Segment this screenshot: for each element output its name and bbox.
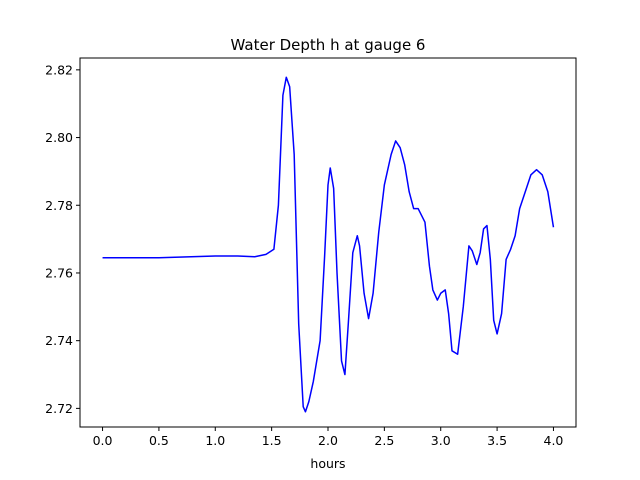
x-tick-label: 4.0 <box>544 433 564 448</box>
x-tick-label: 1.0 <box>205 433 225 448</box>
y-tick-label: 2.76 <box>45 265 73 280</box>
x-tick-label: 3.0 <box>431 433 451 448</box>
ticks-layer: 0.0 0.5 1.0 1.5 2.0 2.5 3.0 3.5 4.0 2.72 2.74 2.76 2… <box>45 62 563 448</box>
x-tick-label: 1.5 <box>262 433 282 448</box>
x-tick-label: 0.0 <box>93 433 113 448</box>
x-tick-label: 0.5 <box>149 433 169 448</box>
y-tick-label: 2.78 <box>45 198 73 213</box>
x-axis-label: hours <box>310 456 345 471</box>
x-tick-label: 3.5 <box>487 433 507 448</box>
y-tick-label: 2.74 <box>45 333 73 348</box>
x-tick-label: 2.0 <box>318 433 338 448</box>
plot-frame <box>79 57 577 428</box>
plot-layer <box>102 76 555 413</box>
y-tick-label: 2.80 <box>45 130 73 145</box>
x-tick-label: 2.5 <box>374 433 394 448</box>
series-line-0 <box>102 76 555 413</box>
y-tick-label: 2.82 <box>45 62 73 77</box>
chart-title: Water Depth h at gauge 6 <box>231 36 426 54</box>
y-tick-label: 2.72 <box>45 401 73 416</box>
